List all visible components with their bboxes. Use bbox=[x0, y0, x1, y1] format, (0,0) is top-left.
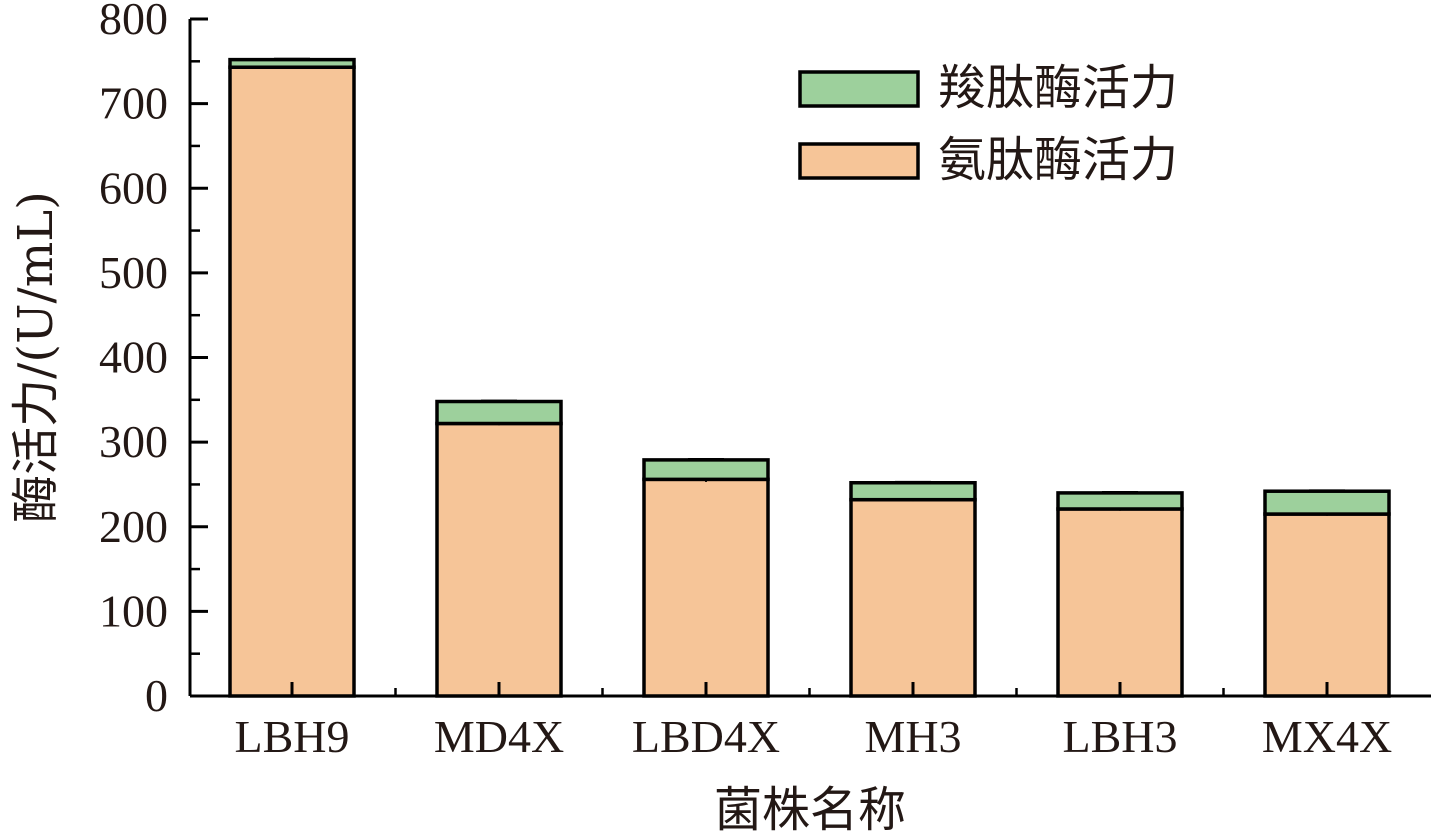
bar-segment-carboxypeptidase-mx4x bbox=[1263, 489, 1391, 516]
y-axis-title: 酶活力/(U/mL) bbox=[8, 191, 64, 523]
legend-label-aminopeptidase: 氨肽酶活力 bbox=[938, 132, 1178, 188]
bar-segment-aminopeptidase-lbh9 bbox=[228, 65, 356, 698]
y-tick-label-600: 600 bbox=[99, 162, 168, 213]
bar-segment-carboxypeptidase-lbh9 bbox=[228, 57, 356, 69]
legend-label-carboxypeptidase: 羧肽酶活力 bbox=[938, 60, 1178, 116]
x-tick-label-lbh3: LBH3 bbox=[1063, 711, 1178, 762]
bar-segment-carboxypeptidase-mh3 bbox=[849, 480, 977, 502]
x-tick-label-lbh9: LBH9 bbox=[235, 711, 350, 762]
x-axis-title: 菌株名称 bbox=[714, 782, 906, 833]
bar-segment-carboxypeptidase-lbh3 bbox=[1056, 491, 1184, 511]
y-tick-label-300: 300 bbox=[99, 416, 168, 467]
bar-segment-carboxypeptidase-lbd4x bbox=[642, 458, 770, 482]
x-tick-label-md4x: MD4X bbox=[434, 711, 564, 762]
y-tick-label-0: 0 bbox=[145, 670, 168, 721]
y-tick-label-700: 700 bbox=[99, 78, 168, 129]
bar-segment-carboxypeptidase-md4x bbox=[435, 399, 563, 426]
x-tick-label-lbd4x: LBD4X bbox=[632, 711, 780, 762]
bars-layer bbox=[228, 57, 1391, 698]
y-tick-label-500: 500 bbox=[99, 247, 168, 298]
axes-layer: 0 100 200 300 400 500 600 700 800 LBH9 MD4X LBD4X MH… bbox=[99, 0, 1431, 762]
bar-segment-aminopeptidase-lbh3 bbox=[1056, 507, 1184, 698]
y-tick-label-400: 400 bbox=[99, 332, 168, 383]
x-tick-label-mx4x: MX4X bbox=[1262, 711, 1392, 762]
legend-swatch-aminopeptidase bbox=[798, 142, 920, 180]
x-tick-label-mh3: MH3 bbox=[864, 711, 961, 762]
y-tick-label-200: 200 bbox=[99, 501, 168, 552]
legend-swatch-carboxypeptidase bbox=[798, 70, 920, 108]
y-tick-label-800: 800 bbox=[99, 0, 168, 44]
y-tick-label-100: 100 bbox=[99, 585, 168, 636]
bar-segment-aminopeptidase-lbd4x bbox=[642, 477, 770, 698]
bar-segment-aminopeptidase-md4x bbox=[435, 421, 563, 698]
bar-segment-aminopeptidase-mh3 bbox=[849, 497, 977, 698]
bar-segment-aminopeptidase-mx4x bbox=[1263, 512, 1391, 698]
